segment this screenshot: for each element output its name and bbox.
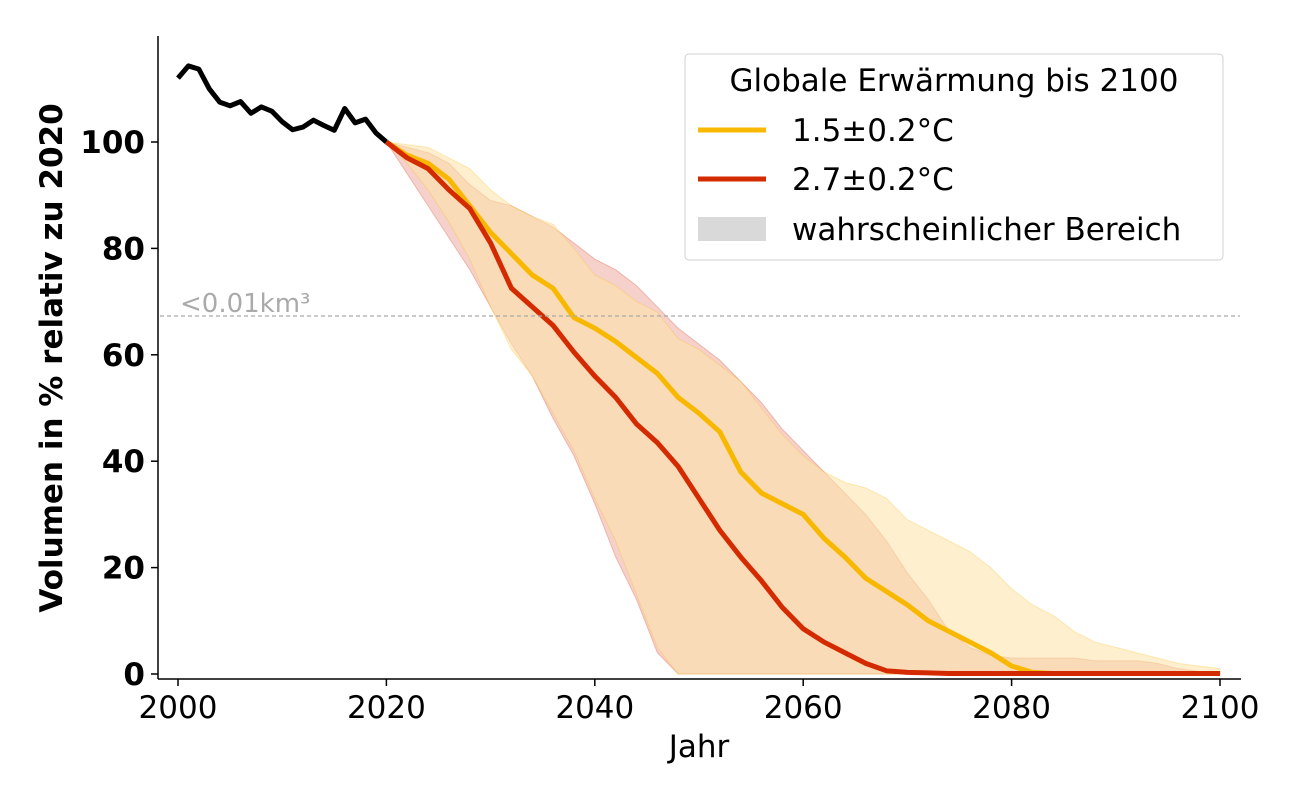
y-tick-label: 40 — [102, 444, 145, 480]
legend-label-range: wahrscheinlicher Bereich — [792, 212, 1181, 248]
historical-line — [176, 63, 389, 144]
x-tick-label: 2080 — [972, 690, 1051, 726]
legend: Globale Erwärmung bis 2100 1.5±0.2°C 2.7… — [684, 53, 1224, 261]
y-tick-label: 100 — [80, 125, 145, 161]
x-tick-label: 2000 — [139, 690, 218, 726]
x-axis-label: Jahr — [667, 729, 730, 765]
y-tick-label: 20 — [102, 551, 145, 587]
legend-label-1-5: 1.5±0.2°C — [792, 113, 954, 149]
legend-patch-range — [698, 217, 766, 241]
x-tick-label: 2040 — [555, 690, 634, 726]
y-tick-label: 60 — [102, 338, 145, 374]
series-lines — [176, 63, 1220, 676]
y-tick-label: 80 — [102, 231, 145, 267]
x-tick-label: 2060 — [764, 690, 843, 726]
x-tick-label: 2020 — [347, 690, 426, 726]
legend-label-2-7: 2.7±0.2°C — [792, 162, 954, 198]
x-tick-label: 2100 — [1181, 690, 1260, 726]
y-tick-label: 0 — [123, 657, 145, 693]
y-axis-label: Volumen in % relativ zu 2020 — [34, 103, 70, 612]
reference-line-label: <0.01km³ — [180, 289, 310, 319]
reference-line-group: <0.01km³ — [160, 289, 1240, 319]
series-line-2-7-0-2-C — [384, 140, 1220, 676]
legend-frame — [684, 53, 1224, 261]
legend-title: Globale Erwärmung bis 2100 — [730, 63, 1179, 99]
